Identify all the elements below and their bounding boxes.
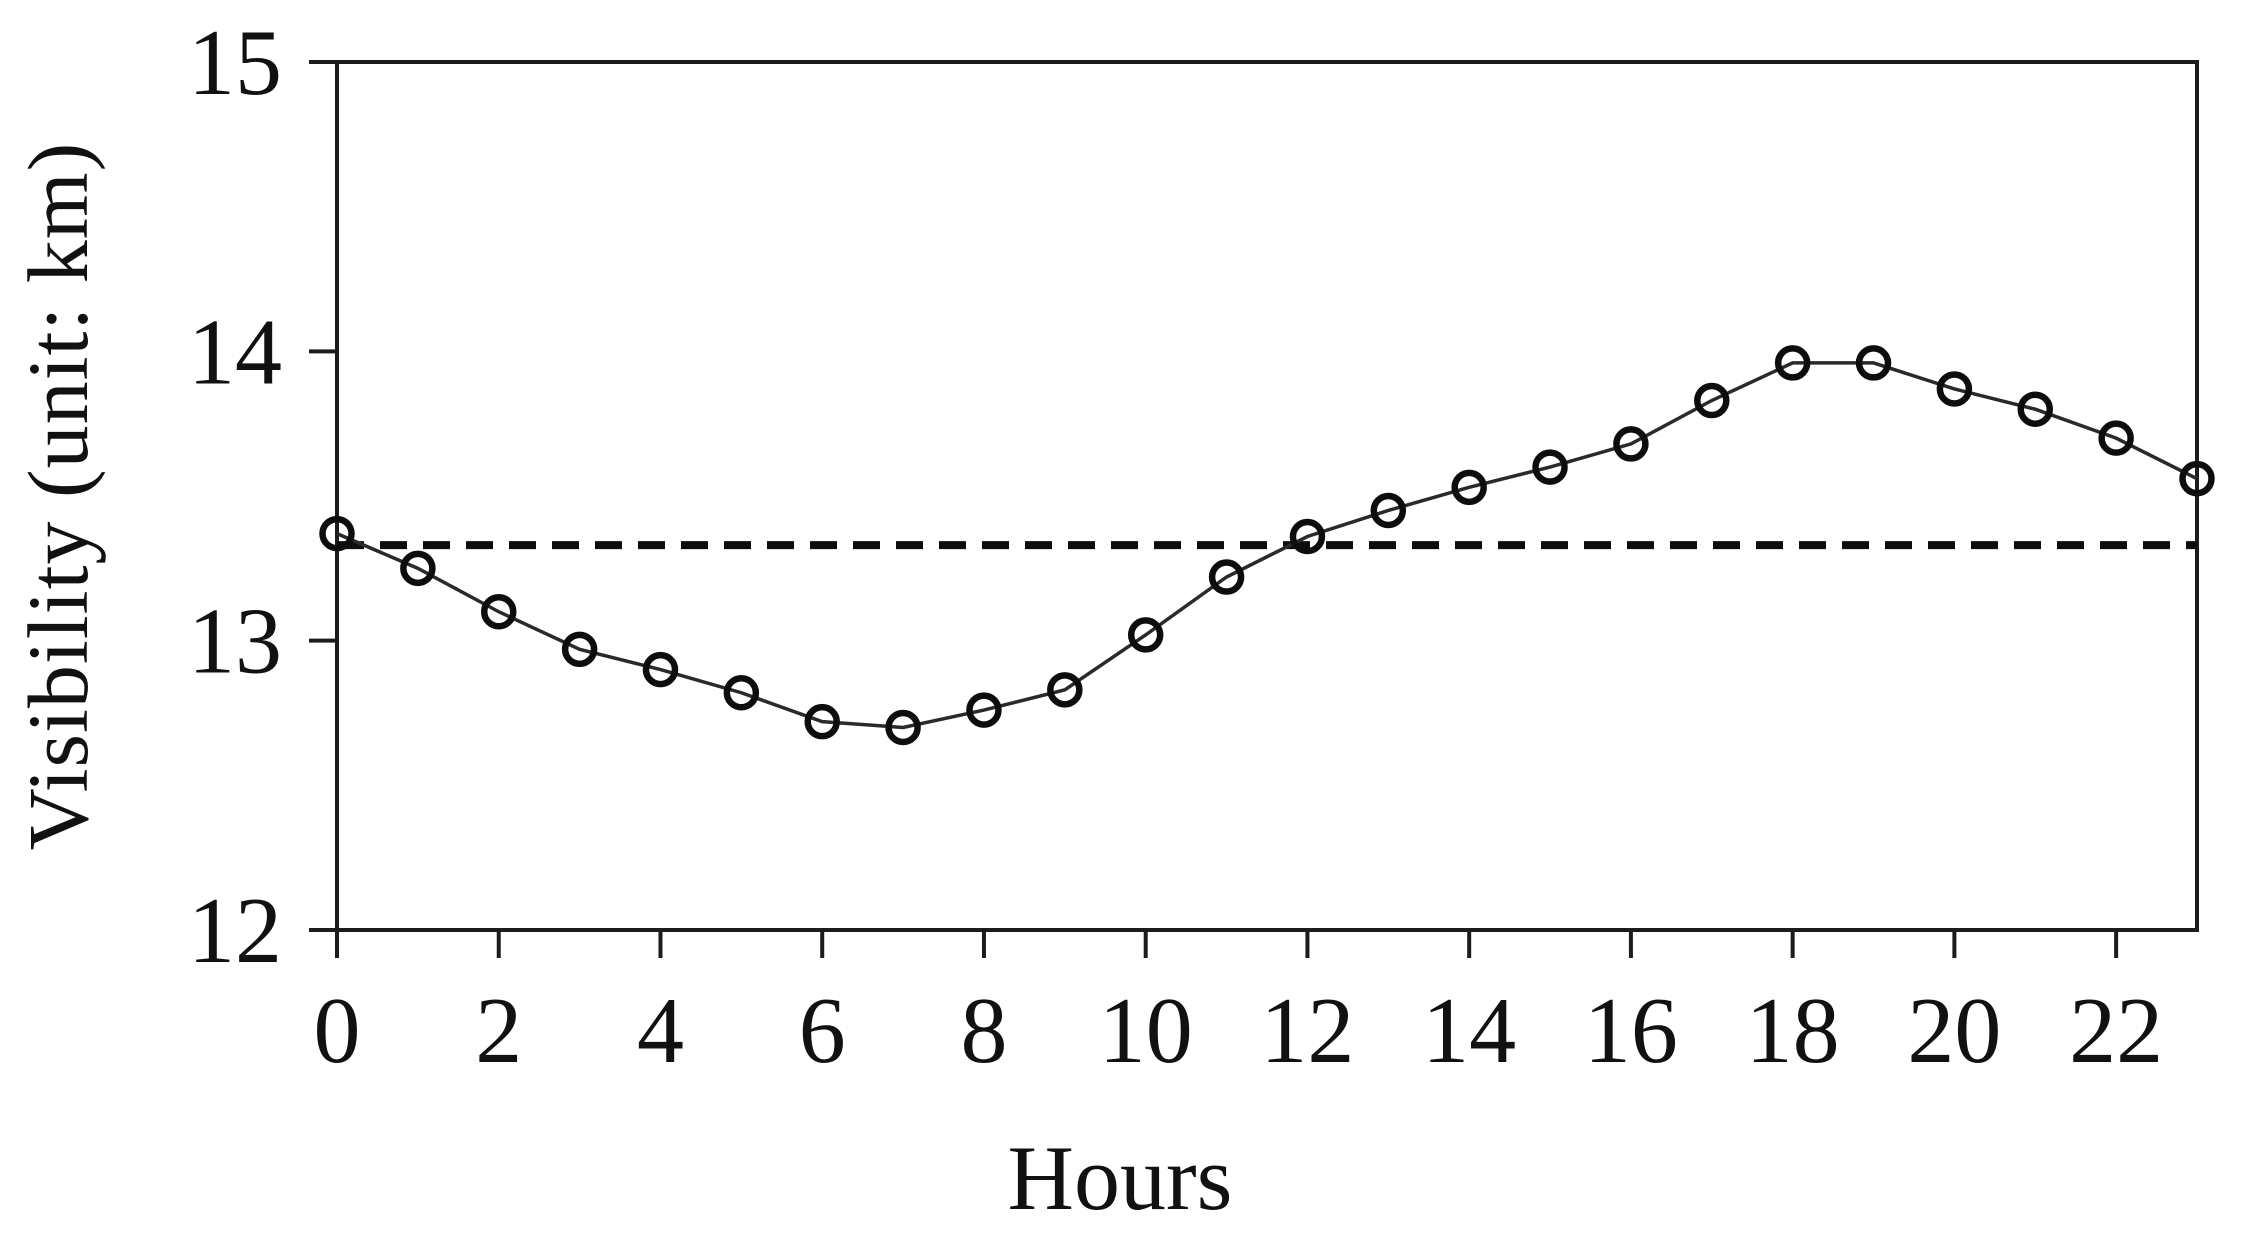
y-tick-label: 13 [188, 590, 282, 694]
data-point [1855, 345, 1892, 381]
x-tick-label: 12 [1260, 979, 1354, 1083]
data-point [480, 593, 517, 630]
data-point [1451, 469, 1487, 506]
y-tick-label: 14 [188, 300, 282, 404]
x-tick-label: 14 [1422, 979, 1516, 1083]
y-tick-label: 12 [188, 879, 282, 983]
data-point [642, 651, 679, 688]
data-point [319, 515, 355, 552]
data-point [400, 550, 436, 587]
x-tick-label: 8 [960, 979, 1007, 1083]
x-tick-label: 10 [1099, 979, 1193, 1083]
data-point [1694, 382, 1730, 419]
data-point [1370, 492, 1407, 529]
data-point [561, 631, 598, 668]
data-point [885, 709, 921, 746]
data-point [2017, 391, 2054, 427]
y-axis-title: Visibility (unit: km) [10, 141, 106, 851]
data-point [1532, 449, 1568, 485]
data-point [1774, 345, 1811, 381]
x-tick-label: 18 [1746, 979, 1840, 1083]
x-tick-label: 2 [475, 979, 522, 1083]
x-axis-title: Hours [1007, 1127, 1233, 1229]
x-tick-label: 16 [1584, 979, 1678, 1083]
data-point [1047, 672, 1083, 708]
data-point [1127, 617, 1164, 653]
x-tick-label: 4 [637, 979, 684, 1083]
plot-frame [335, 60, 2199, 932]
x-tick-label: 20 [1907, 979, 2001, 1083]
y-tick-label: 15 [188, 11, 282, 115]
x-tick-label: 0 [314, 979, 361, 1083]
data-point [804, 703, 840, 740]
x-tick-label: 22 [2069, 979, 2163, 1083]
data-point [2098, 420, 2134, 456]
data-point [966, 692, 1002, 728]
data-point [723, 674, 760, 711]
data-point [1289, 518, 1326, 555]
data-point [1613, 426, 1649, 462]
x-tick-label: 6 [799, 979, 846, 1083]
data-point [1208, 559, 1245, 595]
data-point [1936, 371, 1973, 407]
data-point [2179, 460, 2215, 497]
